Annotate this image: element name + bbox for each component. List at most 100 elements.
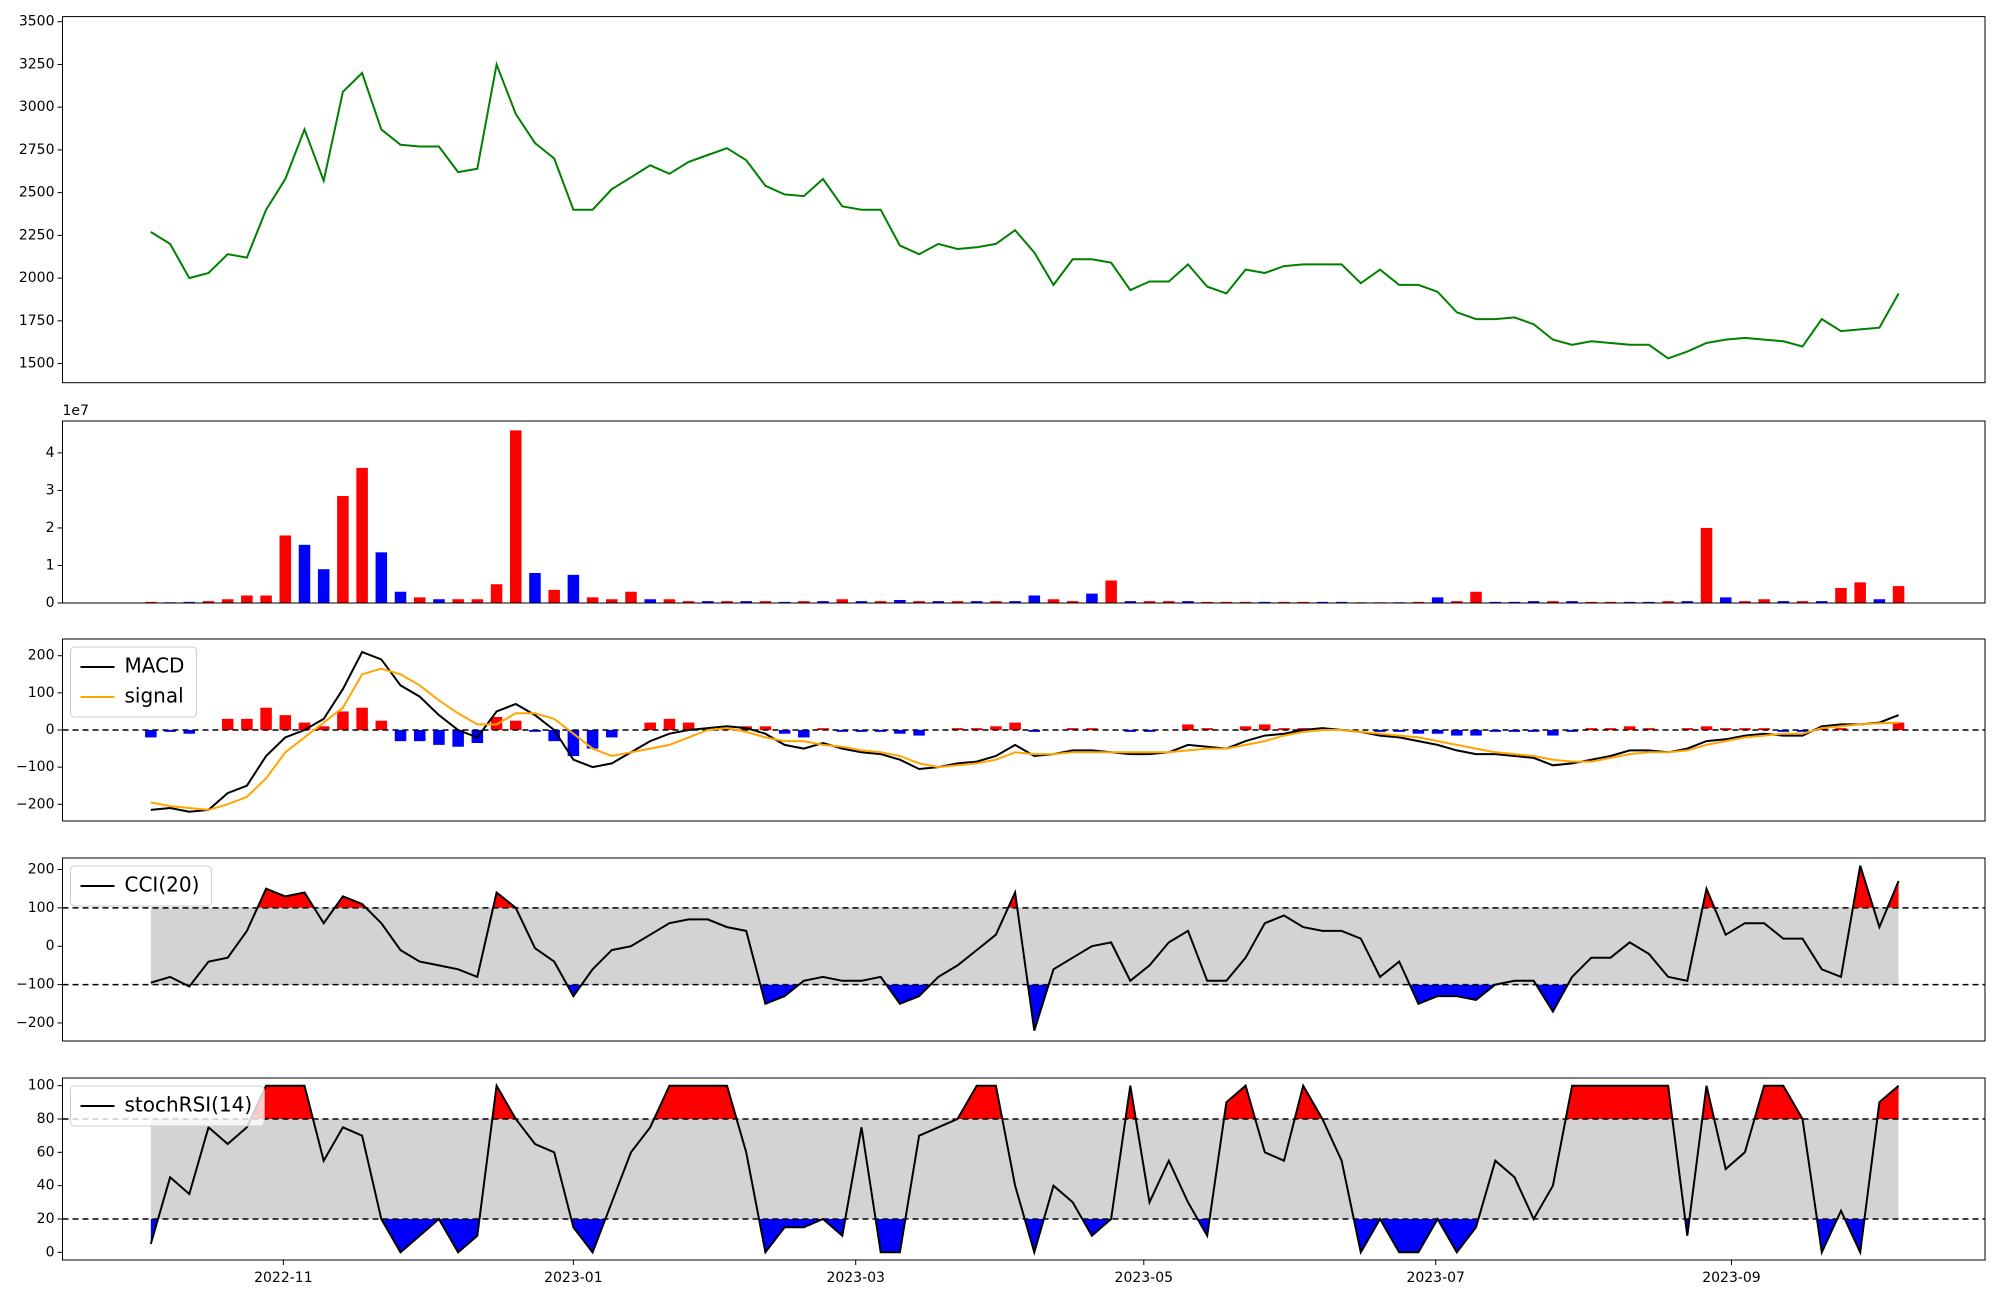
histogram-bar <box>260 707 272 730</box>
volume-bar <box>759 601 772 603</box>
volume-bar <box>1105 580 1117 603</box>
volume-bar <box>1201 601 1213 603</box>
histogram-bar <box>337 711 349 730</box>
histogram-bar <box>375 720 388 730</box>
volume-bar <box>1854 582 1866 603</box>
y-tick-label: 3000 <box>19 99 55 115</box>
indicator-line <box>150 650 1899 813</box>
y-tick-label: 3 <box>46 482 55 498</box>
histogram-bar <box>663 718 676 730</box>
histogram-bar <box>1585 728 1598 730</box>
volume-bar <box>836 599 849 603</box>
y-tick-label: −200 <box>16 796 54 812</box>
histogram-bar <box>606 730 618 738</box>
volume-bar <box>682 601 695 603</box>
volume-bar <box>1143 601 1156 603</box>
histogram-bar <box>1873 729 1886 730</box>
legend: CCI(20) <box>70 865 212 907</box>
volume-bar <box>1547 601 1559 603</box>
volume-bar <box>317 569 330 603</box>
volume-bar <box>413 597 426 603</box>
volume-bar <box>337 496 349 603</box>
volume-bar <box>1066 601 1079 603</box>
histogram-bar <box>1393 730 1405 732</box>
volume-bar <box>1873 599 1886 603</box>
histogram-bar <box>1527 730 1540 732</box>
volume-bar <box>260 595 272 603</box>
volume-bar <box>970 601 983 603</box>
y-tick-label: 1750 <box>19 313 55 329</box>
volume-bar <box>663 599 676 603</box>
volume-bar <box>798 601 810 603</box>
histogram-bar <box>279 715 292 730</box>
legend-label: signal <box>125 684 184 708</box>
volume-bar <box>951 601 964 603</box>
legend-label: stochRSI(14) <box>125 1093 253 1117</box>
histogram-bar <box>1508 730 1521 732</box>
x-tick-label: 2023-05 <box>1115 1270 1174 1286</box>
y-tick-label: −100 <box>16 977 54 993</box>
volume-bar <box>1182 601 1194 603</box>
legend-label: MACD <box>125 654 185 678</box>
volume-bar <box>1835 587 1847 603</box>
histogram-bar <box>452 730 464 747</box>
y-tick-label: 80 <box>37 1111 55 1127</box>
offset-label: 1e7 <box>63 403 89 419</box>
volume-bar <box>1297 601 1309 603</box>
histogram-bar <box>1623 726 1636 730</box>
indicator-line <box>150 667 1899 811</box>
neutral-band <box>150 907 1899 985</box>
volume-bar <box>433 599 445 603</box>
y-tick-label: 2500 <box>19 185 55 201</box>
legend-box <box>70 646 197 718</box>
histogram-bar <box>644 722 656 730</box>
histogram-bar <box>1739 728 1751 730</box>
histogram-bar <box>778 730 791 734</box>
histogram-bar <box>1566 730 1578 732</box>
y-tick-label: 2250 <box>19 227 55 243</box>
histogram-bar <box>1086 728 1098 730</box>
volume-bar <box>394 591 407 603</box>
volume-bar <box>1739 601 1751 603</box>
histogram-bar <box>1719 728 1732 730</box>
indicator-line <box>149 1082 1900 1256</box>
histogram-bar <box>394 730 407 742</box>
panel: −200 −100 0 100 200 CCI(20) <box>16 857 1986 1042</box>
histogram-bar <box>1700 726 1713 730</box>
histogram-bar <box>990 726 1002 730</box>
legend-box <box>70 1085 265 1127</box>
volume-bar <box>702 601 714 603</box>
volume-bar <box>932 601 945 603</box>
y-tick-label: 1 <box>46 557 55 573</box>
y-tick-label: 0 <box>46 595 55 611</box>
volume-bar <box>1566 601 1578 603</box>
y-tick-label: 2750 <box>19 142 55 158</box>
indicator-line <box>150 865 1900 1031</box>
volume-bar <box>1681 601 1694 603</box>
volume-bar <box>375 552 388 603</box>
histogram-bar <box>183 730 196 734</box>
volume-bar <box>471 599 484 603</box>
volume-bar <box>644 599 656 603</box>
volume-bar <box>1892 586 1905 603</box>
y-tick-label: 0 <box>46 938 55 954</box>
volume-bar <box>1796 601 1809 603</box>
histogram-bar <box>1412 730 1425 734</box>
axes-frame <box>62 857 1986 1042</box>
histogram-bar <box>682 722 695 730</box>
histogram-bar <box>356 707 368 730</box>
volume-bar <box>1431 597 1444 603</box>
histogram-bar <box>1009 722 1021 730</box>
volume-bar <box>221 599 234 603</box>
histogram-bar <box>1182 724 1194 730</box>
volume-bar <box>1604 601 1617 603</box>
volume-bar <box>1124 601 1137 603</box>
histogram-bar <box>1547 730 1559 736</box>
volume-bar <box>452 599 464 603</box>
histogram-bar <box>1758 728 1770 730</box>
histogram-bar <box>874 730 887 732</box>
x-tick-label: 2023-09 <box>1702 1270 1761 1286</box>
histogram-bar <box>798 730 810 738</box>
histogram-bar <box>913 730 925 736</box>
